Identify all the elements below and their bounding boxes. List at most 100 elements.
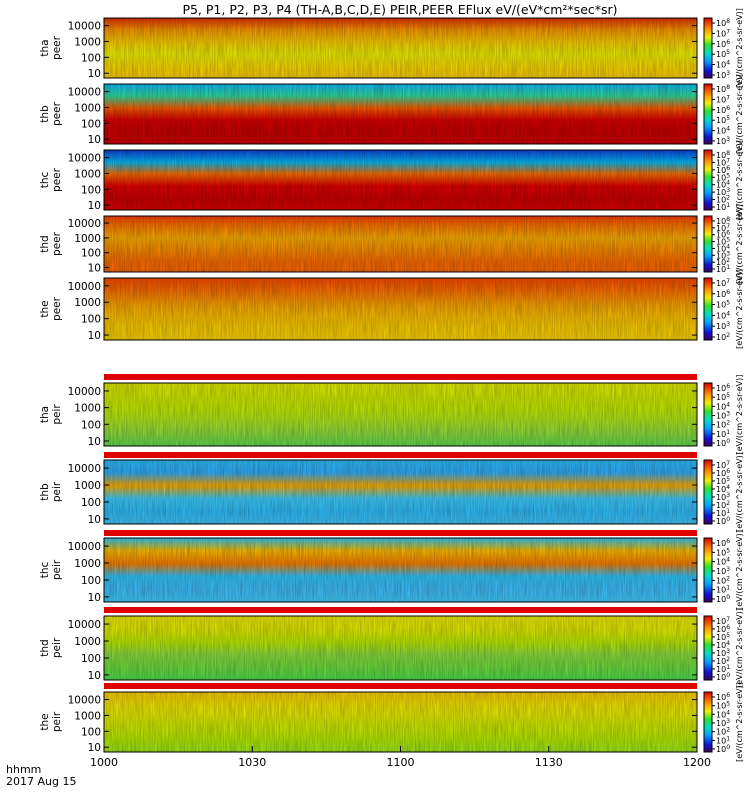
panel-frame xyxy=(103,459,698,525)
colorbar-tick-label: 102 xyxy=(716,727,730,737)
colorbar-tick-label: 103 xyxy=(716,566,730,576)
colorbar-tick-label: 106 xyxy=(716,230,730,240)
colorbar-tick-label: 103 xyxy=(716,187,730,197)
y-tick-label: 100 xyxy=(81,419,101,431)
y-axis-label: thd xyxy=(39,235,51,252)
colorbar-tick-label: 100 xyxy=(716,594,730,604)
colorbar-tick-label: 105 xyxy=(716,547,730,557)
heatmap-texture xyxy=(104,538,697,602)
heatmap-texture xyxy=(104,383,697,446)
colorbar-tick-label: 105 xyxy=(716,300,730,310)
colorbar-tick-label: 103 xyxy=(716,321,730,331)
panel-frame xyxy=(103,277,698,341)
colorbar-tick-label: 101 xyxy=(716,585,730,595)
heatmap-texture xyxy=(104,460,697,524)
colorbar-tick-label: 107 xyxy=(716,223,730,233)
colorbar-label: [eV/(cm^2-s-sr-eV)] xyxy=(735,608,744,688)
colorbar-tick-label: 104 xyxy=(716,401,730,411)
colorbar xyxy=(703,382,713,447)
panel-frame xyxy=(103,382,698,447)
colorbar-tick-label: 101 xyxy=(716,735,730,745)
y-tick-label: 10 xyxy=(88,436,101,448)
colorbar-tick-label: 102 xyxy=(716,575,730,585)
y-tick-label: 10 xyxy=(88,134,101,146)
y-tick-label: 10000 xyxy=(68,386,101,398)
colorbar-tick-label: 105 xyxy=(716,701,730,711)
y-tick-label: 1000 xyxy=(74,36,101,48)
colorbar-tick-label: 104 xyxy=(716,484,730,494)
y-tick-label: 1000 xyxy=(74,297,101,309)
y-tick-label: 1000 xyxy=(74,710,101,722)
state-bar xyxy=(104,683,697,689)
colorbar-tick-label: 102 xyxy=(716,500,730,510)
y-tick-label: 10000 xyxy=(68,695,101,707)
colorbar-tick-label: 105 xyxy=(716,115,730,125)
colorbar-tick-label: 105 xyxy=(716,392,730,402)
colorbar-tick-label: 104 xyxy=(716,60,730,70)
colorbar-tick-label: 108 xyxy=(716,84,730,94)
colorbar-tick-label: 107 xyxy=(716,157,730,167)
colorbar xyxy=(703,459,713,525)
time-axis: 1000 1030 1100 1130 1200 xyxy=(90,746,711,769)
colorbar-tick-label: 101 xyxy=(716,429,730,439)
y-axis-label: peir xyxy=(51,559,63,580)
colorbar-tick-label: 104 xyxy=(716,640,730,650)
colorbar-tick-label: 106 xyxy=(716,105,730,115)
colorbar-tick-label: 105 xyxy=(716,237,730,247)
state-bar xyxy=(104,374,697,380)
colorbar-tick-label: 106 xyxy=(716,624,730,634)
colorbar-label: [eV/(cm^2-s-sr-eV)] xyxy=(735,375,744,455)
y-axis-label: peer xyxy=(51,101,63,126)
colorbar-label: [eV/(cm^2-s-sr-eV)] xyxy=(735,269,744,349)
colorbar-tick-label: 108 xyxy=(716,18,730,28)
y-tick-label: 10 xyxy=(88,592,101,604)
y-tick-label: 100 xyxy=(81,653,101,665)
x-tick-label: 1030 xyxy=(238,756,266,769)
y-tick-label: 1000 xyxy=(74,102,101,114)
colorbar-tick-label: 104 xyxy=(716,557,730,567)
y-tick-label: 100 xyxy=(81,497,101,509)
y-tick-label: 100 xyxy=(81,52,101,64)
state-bar xyxy=(104,530,697,536)
y-axis-label: peir xyxy=(51,637,63,658)
y-axis-label: peer xyxy=(51,296,63,321)
colorbar-tick-label: 108 xyxy=(716,150,730,160)
panel-frame xyxy=(103,17,698,79)
colorbar-tick-label: 101 xyxy=(716,202,730,212)
y-tick-label: 10000 xyxy=(68,153,101,165)
y-axis-label: the xyxy=(39,300,51,317)
colorbar-tick-label: 102 xyxy=(716,420,730,430)
y-tick-label: 100 xyxy=(81,184,101,196)
colorbar-tick-label: 105 xyxy=(716,172,730,182)
colorbar-tick-label: 106 xyxy=(716,692,730,702)
colorbar-tick-label: 103 xyxy=(716,492,730,502)
y-tick-label: 100 xyxy=(81,248,101,260)
colorbar-label: [eV/(cm^2-s-sr-eV)] xyxy=(735,74,744,154)
heatmap-texture xyxy=(104,18,697,78)
y-tick-label: 10 xyxy=(88,670,101,682)
colorbar-tick-label: 106 xyxy=(716,39,730,49)
y-axis-label: thc xyxy=(39,172,51,189)
colorbar-tick-label: 102 xyxy=(716,656,730,666)
y-tick-label: 100 xyxy=(81,575,101,587)
x-tick-label: 1130 xyxy=(535,756,563,769)
colorbar-tick-label: 103 xyxy=(716,718,730,728)
colorbar-tick-label: 103 xyxy=(716,70,730,80)
colorbar xyxy=(703,691,713,753)
colorbar xyxy=(703,215,713,273)
colorbar-tick-label: 106 xyxy=(716,165,730,175)
colorbar-tick-label: 103 xyxy=(716,648,730,658)
y-axis-label: peer xyxy=(51,231,63,256)
y-tick-label: 1000 xyxy=(74,403,101,415)
colorbar-tick-label: 106 xyxy=(716,383,730,393)
